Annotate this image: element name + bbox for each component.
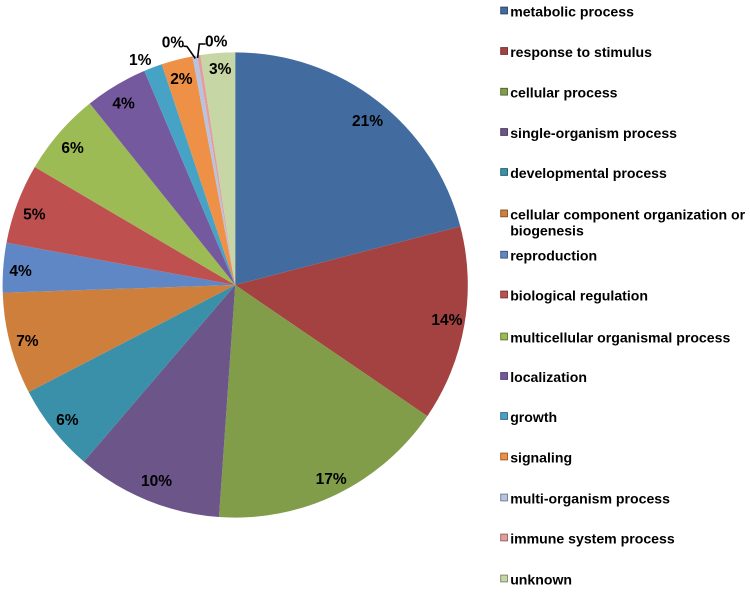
svg-text:2%: 2% — [170, 71, 193, 88]
svg-text:7%: 7% — [16, 333, 39, 350]
svg-text:developmental process: developmental process — [510, 165, 667, 181]
svg-text:multi-organism process: multi-organism process — [510, 491, 670, 507]
svg-text:unknown: unknown — [510, 572, 572, 588]
svg-text:localization: localization — [510, 369, 587, 385]
svg-text:cellular component organizatio: cellular component organization or — [510, 206, 745, 222]
svg-text:biogenesis: biogenesis — [510, 223, 584, 239]
svg-text:reproduction: reproduction — [510, 248, 597, 264]
svg-text:10%: 10% — [141, 473, 172, 490]
svg-text:3%: 3% — [209, 61, 232, 78]
svg-text:6%: 6% — [56, 412, 79, 429]
svg-text:6%: 6% — [61, 140, 84, 157]
svg-text:4%: 4% — [9, 263, 32, 280]
svg-text:1%: 1% — [129, 52, 152, 69]
svg-text:0%: 0% — [205, 34, 228, 51]
svg-text:0%: 0% — [162, 34, 185, 51]
svg-text:14%: 14% — [431, 312, 462, 329]
svg-text:17%: 17% — [316, 471, 347, 488]
svg-text:response to stimulus: response to stimulus — [510, 44, 652, 60]
svg-text:21%: 21% — [352, 113, 383, 130]
svg-text:single-organism process: single-organism process — [510, 125, 677, 141]
svg-text:immune system process: immune system process — [510, 531, 675, 547]
svg-text:biological regulation: biological regulation — [510, 288, 648, 304]
svg-text:signaling: signaling — [510, 450, 572, 466]
svg-text:cellular process: cellular process — [510, 85, 617, 101]
svg-text:5%: 5% — [23, 207, 46, 224]
svg-text:4%: 4% — [112, 96, 135, 113]
svg-text:growth: growth — [510, 409, 557, 425]
svg-text:metabolic process: metabolic process — [510, 4, 634, 20]
svg-text:multicellular organismal proce: multicellular organismal process — [510, 330, 730, 346]
